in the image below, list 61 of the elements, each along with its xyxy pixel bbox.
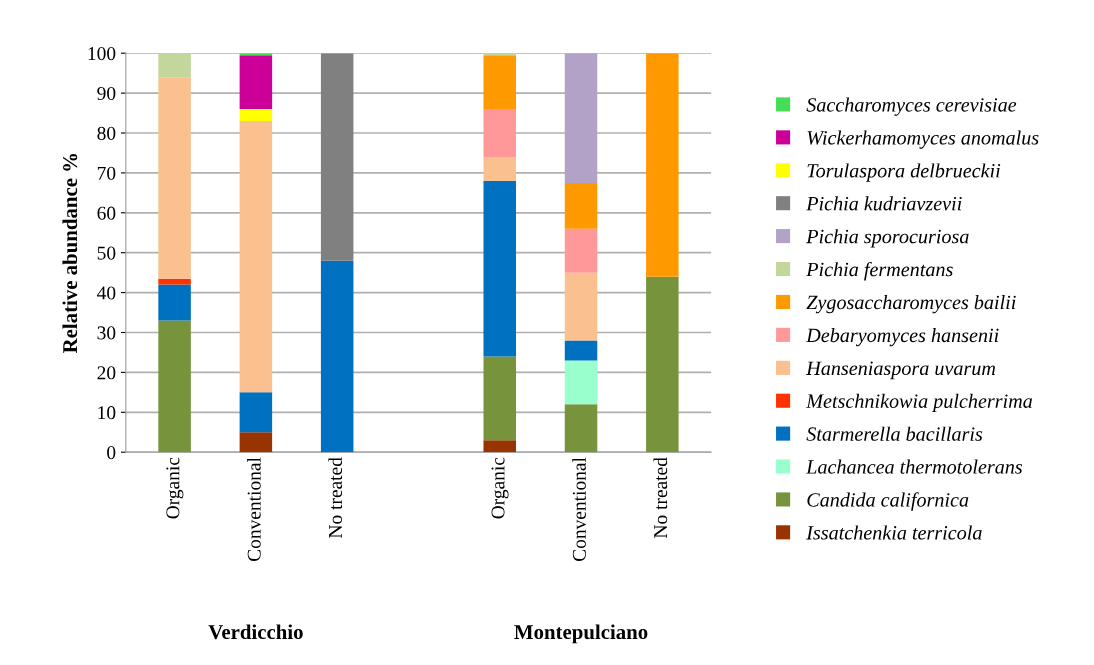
legend-label: Candida californica: [807, 492, 969, 511]
legend-label: Wickerhamomyces anomalus: [807, 130, 1039, 149]
legend-label: Zygosaccharomyces bailii: [806, 295, 1016, 314]
legend-label: Starmerella bacillaris: [806, 426, 983, 441]
y-tick-label: 50: [97, 246, 116, 260]
bar: [646, 53, 679, 277]
bar: [564, 340, 598, 361]
bar: [239, 392, 273, 433]
legend-label: Pichia sporocuriosa: [806, 229, 969, 248]
x-tick-label: Conventional: [247, 457, 261, 562]
bar: [158, 284, 191, 321]
y-tick-label: 10: [98, 406, 116, 420]
bar: [483, 356, 516, 441]
legend-label: Lachancea thermotolerans: [806, 459, 1023, 474]
bar: [483, 440, 516, 453]
bar: [483, 55, 516, 110]
y-tick-label: 30: [97, 326, 116, 340]
y-tick-label: 100: [88, 47, 116, 61]
legend-label: Issatchenkia terricola: [806, 525, 982, 540]
legend-label: Torulaspora delbrueckii: [807, 163, 1001, 182]
bar: [158, 320, 191, 453]
text: Montepulciano: [514, 624, 648, 644]
bar: [564, 53, 598, 183]
legend-label: Pichia fermentans: [806, 261, 953, 281]
x-tick-label: Conventional: [572, 457, 586, 562]
bar: [158, 77, 191, 279]
bar: [158, 53, 191, 78]
bar: [483, 109, 516, 157]
y-tick-label: 70: [97, 166, 116, 180]
bar: [646, 276, 679, 453]
bar: [564, 272, 598, 341]
bar: [239, 55, 273, 110]
bar: [320, 260, 354, 453]
bar: [564, 404, 598, 453]
text: Verdicchio: [208, 624, 303, 640]
y-tick-label: 80: [97, 126, 116, 140]
y-axis-title: Relative abundance %: [62, 153, 78, 354]
y-tick-label: 60: [97, 206, 116, 220]
legend-label: Pichia kudriavzevii: [806, 196, 962, 211]
bar: [239, 121, 273, 393]
legend-label: Metschnikowia pulcherrima: [806, 393, 1033, 413]
legend-label: Debaryomyces hansenii: [806, 327, 999, 347]
bar: [239, 432, 273, 453]
y-tick-label: 0: [107, 446, 116, 460]
bar: [320, 53, 354, 261]
bar: [564, 360, 598, 405]
y-tick-label: 40: [97, 286, 116, 300]
legend-label: Hanseniaspora uvarum: [806, 361, 996, 380]
legend-label: Saccharomyces cerevisiae: [806, 97, 1017, 116]
bar: [483, 156, 516, 181]
bar: [239, 109, 273, 122]
bar: [564, 182, 598, 229]
bar: [158, 278, 191, 285]
y-tick-label: 20: [97, 366, 116, 380]
x-tick-label: Organic: [491, 457, 509, 519]
bar: [564, 228, 598, 273]
x-tick-label: No treated: [653, 457, 668, 539]
x-tick-label: Organic: [166, 457, 184, 519]
bar: [483, 180, 516, 357]
y-tick-label: 90: [97, 86, 116, 101]
x-tick-label: No treated: [328, 457, 343, 539]
